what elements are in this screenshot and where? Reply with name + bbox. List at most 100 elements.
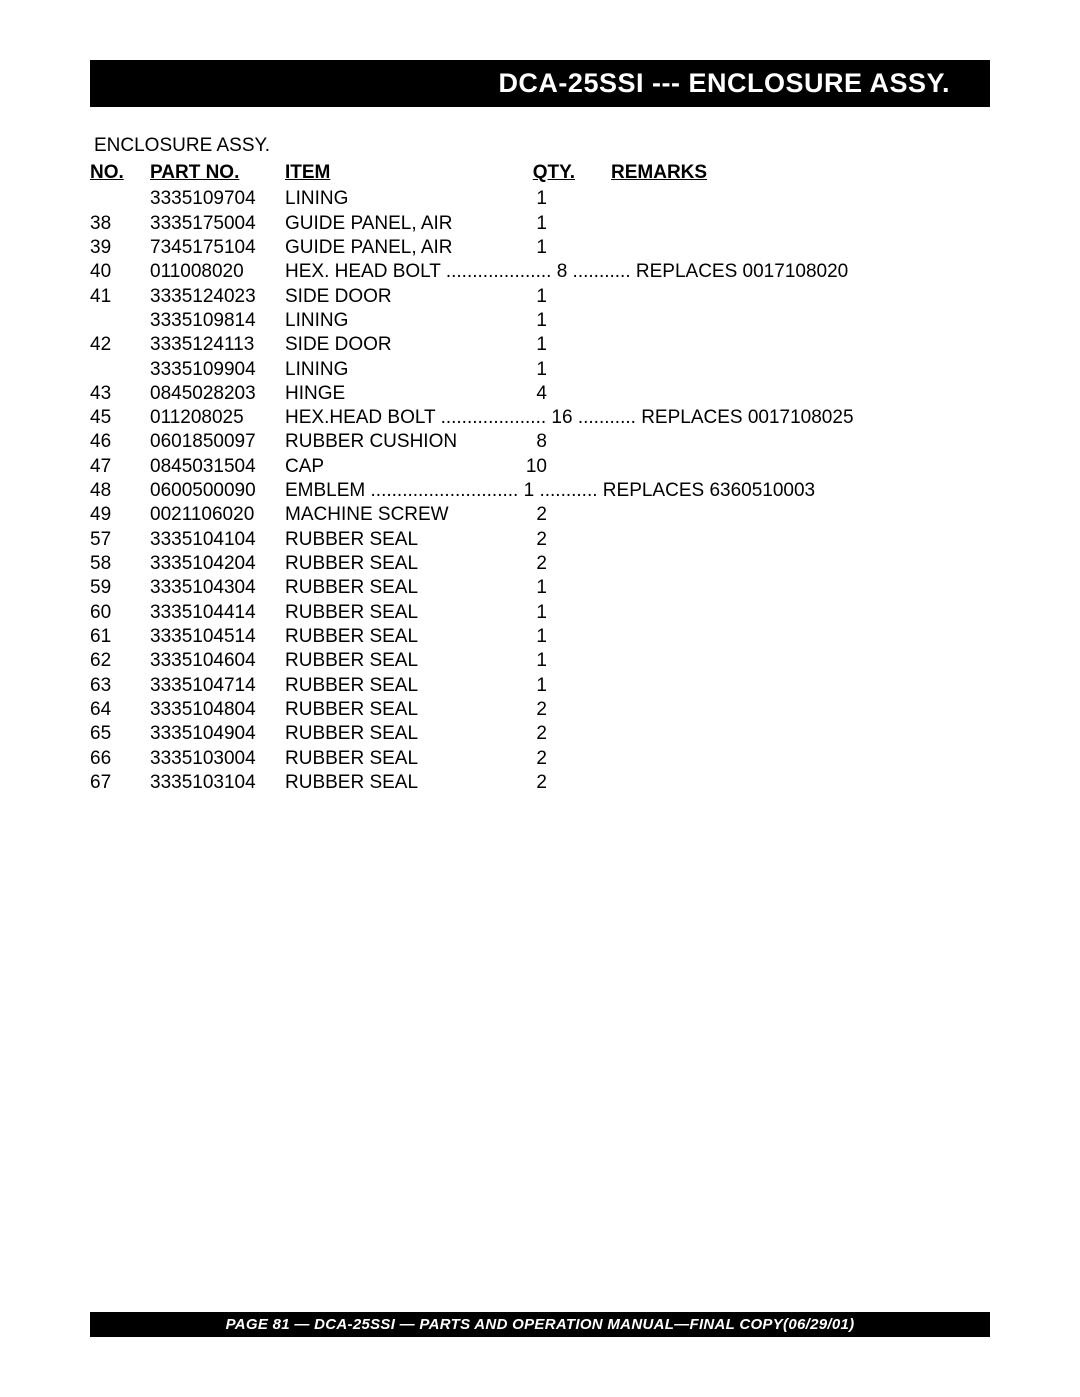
cell-item: GUIDE PANEL, AIR xyxy=(285,212,515,236)
cell-qty: 1 xyxy=(515,625,547,649)
cell-no: 40 xyxy=(90,260,150,284)
cell-qty: 2 xyxy=(515,698,547,722)
cell-item: HEX.HEAD BOLT .................... xyxy=(285,406,546,430)
cell-no: 60 xyxy=(90,601,150,625)
cell-qty: 2 xyxy=(515,747,547,771)
parts-table: NO. PART NO. ITEM QTY. REMARKS 333510970… xyxy=(90,161,990,795)
cell-item: RUBBER SEAL xyxy=(285,552,515,576)
header-item: ITEM xyxy=(285,161,515,185)
header-qty: QTY. xyxy=(515,161,575,185)
cell-part-no: 3335109904 xyxy=(150,358,285,382)
table-row: 423335124113SIDE DOOR1 xyxy=(90,333,990,357)
cell-remarks: ........... REPLACES 0017108020 xyxy=(573,260,849,284)
cell-qty: 10 xyxy=(515,455,547,479)
cell-remarks: ........... REPLACES 6360510003 xyxy=(539,479,815,503)
cell-item: RUBBER SEAL xyxy=(285,674,515,698)
cell-no: 62 xyxy=(90,649,150,673)
cell-item: RUBBER CUSHION xyxy=(285,430,515,454)
cell-item: MACHINE SCREW xyxy=(285,503,515,527)
table-row: 383335175004GUIDE PANEL, AIR1 xyxy=(90,212,990,236)
cell-part-no: 3335109814 xyxy=(150,309,285,333)
cell-part-no: 3335104104 xyxy=(150,528,285,552)
cell-part-no: 3335104204 xyxy=(150,552,285,576)
cell-part-no: 3335103104 xyxy=(150,771,285,795)
cell-part-no: 011008020 xyxy=(150,260,285,284)
cell-qty: 8 xyxy=(551,260,572,284)
cell-qty: 2 xyxy=(515,503,547,527)
cell-item: RUBBER SEAL xyxy=(285,649,515,673)
cell-part-no: 0600500090 xyxy=(150,479,285,503)
table-row: 40011008020HEX. HEAD BOLT ..............… xyxy=(90,260,990,284)
table-row: 3335109814LINING1 xyxy=(90,309,990,333)
cell-qty: 1 xyxy=(515,333,547,357)
table-row: 45011208025HEX.HEAD BOLT ...............… xyxy=(90,406,990,430)
table-row: 643335104804RUBBER SEAL2 xyxy=(90,698,990,722)
cell-item: SIDE DOOR xyxy=(285,285,515,309)
header-remarks: REMARKS xyxy=(575,161,707,185)
cell-qty: 1 xyxy=(515,649,547,673)
table-row: 673335103104RUBBER SEAL2 xyxy=(90,771,990,795)
table-row: 573335104104RUBBER SEAL2 xyxy=(90,528,990,552)
cell-part-no: 3335109704 xyxy=(150,187,285,211)
cell-no: 64 xyxy=(90,698,150,722)
cell-part-no: 7345175104 xyxy=(150,236,285,260)
cell-no: 38 xyxy=(90,212,150,236)
title-bar: DCA-25SSI --- ENCLOSURE ASSY. xyxy=(90,60,990,107)
cell-part-no: 3335104804 xyxy=(150,698,285,722)
cell-part-no: 0845028203 xyxy=(150,382,285,406)
cell-part-no: 3335103004 xyxy=(150,747,285,771)
cell-no: 46 xyxy=(90,430,150,454)
table-row: 633335104714RUBBER SEAL1 xyxy=(90,674,990,698)
cell-part-no: 0601850097 xyxy=(150,430,285,454)
cell-no: 49 xyxy=(90,503,150,527)
table-row: 653335104904RUBBER SEAL2 xyxy=(90,722,990,746)
cell-part-no: 3335124113 xyxy=(150,333,285,357)
cell-part-no: 3335104714 xyxy=(150,674,285,698)
cell-part-no: 3335104414 xyxy=(150,601,285,625)
cell-item: CAP xyxy=(285,455,515,479)
table-row: 413335124023SIDE DOOR1 xyxy=(90,285,990,309)
table-row: 397345175104GUIDE PANEL, AIR1 xyxy=(90,236,990,260)
cell-qty: 4 xyxy=(515,382,547,406)
cell-qty: 1 xyxy=(515,576,547,600)
cell-no xyxy=(90,309,150,333)
cell-item: EMBLEM ............................ xyxy=(285,479,518,503)
table-row: 613335104514RUBBER SEAL1 xyxy=(90,625,990,649)
table-row: 593335104304RUBBER SEAL1 xyxy=(90,576,990,600)
cell-no xyxy=(90,187,150,211)
cell-item: HEX. HEAD BOLT .................... xyxy=(285,260,551,284)
cell-qty: 1 xyxy=(515,187,547,211)
cell-no: 41 xyxy=(90,285,150,309)
table-row: 623335104604RUBBER SEAL1 xyxy=(90,649,990,673)
cell-no: 63 xyxy=(90,674,150,698)
cell-no: 43 xyxy=(90,382,150,406)
cell-part-no: 3335104514 xyxy=(150,625,285,649)
cell-item: RUBBER SEAL xyxy=(285,747,515,771)
cell-item: HINGE xyxy=(285,382,515,406)
cell-qty: 2 xyxy=(515,771,547,795)
cell-no: 65 xyxy=(90,722,150,746)
cell-qty: 1 xyxy=(515,309,547,333)
cell-part-no: 011208025 xyxy=(150,406,285,430)
cell-qty: 2 xyxy=(515,528,547,552)
cell-qty: 1 xyxy=(515,358,547,382)
cell-no xyxy=(90,358,150,382)
cell-qty: 1 xyxy=(515,674,547,698)
cell-item: GUIDE PANEL, AIR xyxy=(285,236,515,260)
cell-no: 48 xyxy=(90,479,150,503)
cell-no: 67 xyxy=(90,771,150,795)
cell-qty: 16 xyxy=(546,406,578,430)
cell-part-no: 0845031504 xyxy=(150,455,285,479)
cell-no: 61 xyxy=(90,625,150,649)
page-content: DCA-25SSI --- ENCLOSURE ASSY. ENCLOSURE … xyxy=(0,0,1080,795)
cell-no: 47 xyxy=(90,455,150,479)
cell-qty: 1 xyxy=(515,212,547,236)
cell-remarks: ........... REPLACES 0017108025 xyxy=(578,406,854,430)
table-row: 430845028203HINGE4 xyxy=(90,382,990,406)
cell-item: RUBBER SEAL xyxy=(285,698,515,722)
cell-item: LINING xyxy=(285,187,515,211)
footer-bar: PAGE 81 — DCA-25SSI — PARTS AND OPERATIO… xyxy=(90,1312,990,1337)
cell-no: 39 xyxy=(90,236,150,260)
cell-qty: 1 xyxy=(515,285,547,309)
cell-qty: 2 xyxy=(515,722,547,746)
